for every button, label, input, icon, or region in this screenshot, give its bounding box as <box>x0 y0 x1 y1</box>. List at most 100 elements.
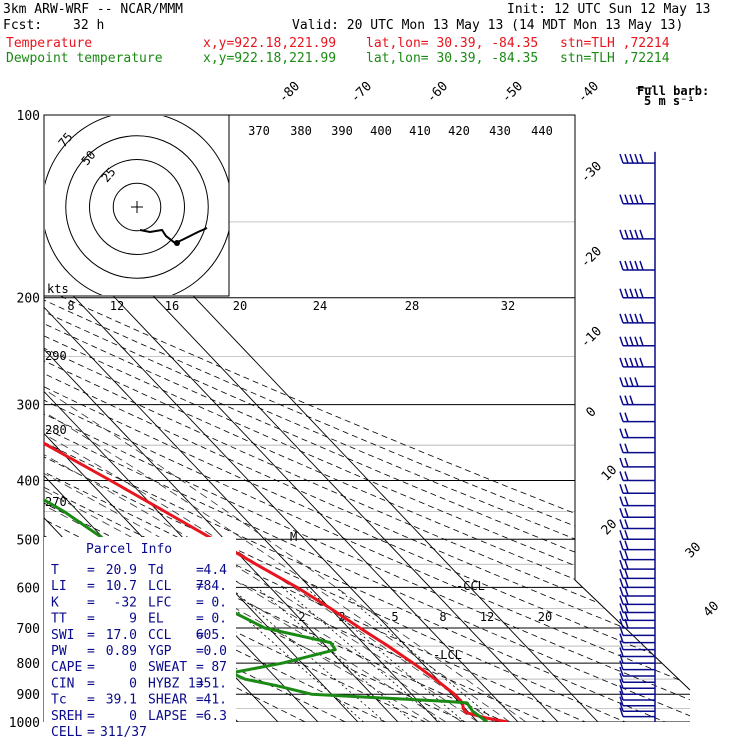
parcel-left-eq: = <box>87 595 95 610</box>
isotherm-label: 30 <box>683 540 705 562</box>
wind-barb-flag <box>619 508 624 518</box>
legend-dewpoint-latlon: lat,lon= 30.39, -84.35 <box>366 51 539 66</box>
model-title: 3km ARW-WRF -- NCAR/MMM <box>3 2 184 17</box>
wind-barb <box>619 702 655 712</box>
hodograph-storm-motion <box>174 240 180 246</box>
parcel-left-eq: = <box>87 660 95 675</box>
hodograph-unit-label: kts <box>47 282 69 296</box>
wind-barb-flag <box>619 586 624 597</box>
legend-dewpoint-station: stn=TLH ,72214 <box>560 51 670 66</box>
barb-legend-unit: 5 m s⁻¹ <box>644 94 695 108</box>
wind-barb-flag <box>619 457 624 468</box>
parcel-right-key: LAPSE <box>148 709 187 724</box>
theta-label: 410 <box>409 124 431 138</box>
pressure-label: 100 <box>17 109 40 124</box>
dry-adiabat <box>44 115 690 722</box>
wind-barb <box>619 640 655 651</box>
wind-barb-flag <box>639 153 644 164</box>
wind-barb <box>619 603 655 614</box>
wind-barb-flag <box>619 647 624 657</box>
wind-barb-flag <box>619 559 624 570</box>
mixing-ratio-label: 5 <box>391 610 398 624</box>
dry-adiabat <box>44 115 535 722</box>
isotherm-label: -60 <box>424 79 451 106</box>
wind-barb-flag <box>629 377 634 387</box>
moist-adiabat-label: 8 <box>67 299 74 313</box>
wind-barb-flag <box>624 586 629 597</box>
wind-barb-flag <box>619 471 624 481</box>
dry-adiabat <box>44 115 657 722</box>
wind-barb-flag <box>619 288 624 298</box>
mixing-ratio-line <box>256 586 414 722</box>
theta-label: 380 <box>290 124 312 138</box>
parcel-left-eq: = <box>87 644 95 659</box>
mixing-ratio-label: 8 <box>439 610 446 624</box>
wind-barb-flag <box>624 260 629 271</box>
valid-time: Valid: 20 UTC Mon 13 May 13 (14 MDT Mon … <box>292 18 684 33</box>
hodograph-ring <box>65 135 209 279</box>
parcel-right-eq: = <box>196 644 204 659</box>
parcel-right-eq: = <box>196 595 204 610</box>
isotherm-label: -30 <box>578 159 605 186</box>
legend-temperature-name: Temperature <box>6 36 93 51</box>
forecast-label: Fcst: <box>3 18 43 33</box>
wind-barb-flag <box>619 229 624 240</box>
wind-barb <box>619 194 655 205</box>
parcel-right-eq: = <box>196 693 204 708</box>
parcel-right-value: 0. <box>211 612 227 627</box>
wind-barb <box>619 666 655 677</box>
pressure-label: 900 <box>17 688 40 703</box>
moist-adiabat-label: 24 <box>313 299 327 313</box>
parcel-right-key: HYBZ <box>148 676 179 691</box>
parcel-right-value: 4.4 <box>204 563 228 578</box>
pressure-label: 200 <box>17 292 40 307</box>
el-marker: M <box>290 530 297 544</box>
parcel-right-value: 41. <box>204 693 227 708</box>
mixing-ratio-label: 20 <box>538 610 552 624</box>
wind-barb-flag <box>634 357 639 368</box>
wind-barb-flag <box>624 443 629 453</box>
wind-barb <box>619 496 655 507</box>
wind-barb-flag <box>619 696 624 706</box>
wind-barb-flag <box>624 595 629 605</box>
lcl-label: -LCL <box>433 648 462 662</box>
legend-temperature-xy: x,y=922.18,221.99 <box>203 36 337 51</box>
wind-barb-flag <box>634 313 639 324</box>
wind-barb <box>619 618 655 629</box>
theta-label: 420 <box>448 124 470 138</box>
wind-barb-flag <box>629 395 634 405</box>
forecast-hour: 32 h <box>73 18 105 33</box>
isotherm-label: -20 <box>578 244 605 271</box>
wind-barb <box>619 690 655 701</box>
wind-barb-flag <box>619 660 624 670</box>
wind-barb-flag <box>619 428 624 438</box>
wind-barb-flag <box>619 395 624 405</box>
wind-barb-flag <box>619 412 624 422</box>
wind-barb <box>619 633 655 644</box>
wind-barb-flag <box>619 377 624 387</box>
parcel-left-value: 0 <box>129 676 137 691</box>
parcel-left-eq: = <box>87 693 95 708</box>
parcel-left-value: 0 <box>129 660 137 675</box>
wind-barb <box>619 653 655 664</box>
moist-adiabat-label: 20 <box>233 299 247 313</box>
wind-barb-flag <box>619 313 624 324</box>
wind-barb-flag <box>639 336 644 347</box>
wind-barb-flag <box>619 684 624 695</box>
parcel-right-value: 0.0 <box>204 644 227 659</box>
parcel-left-key: TT <box>51 612 67 627</box>
dry-adiabat <box>44 115 690 722</box>
wind-barb <box>619 395 655 406</box>
moist-adiabat-label: 28 <box>405 299 419 313</box>
wind-barb <box>619 377 655 388</box>
theta-label: 440 <box>531 124 553 138</box>
pressure-label: 700 <box>17 622 40 637</box>
wind-barb-flag <box>624 569 629 579</box>
parcel-left-key: K <box>51 595 59 610</box>
wind-barb <box>619 457 655 468</box>
parcel-right-value: 0. <box>211 595 227 610</box>
wind-barb-flag <box>619 336 624 347</box>
parcel-left-value: 0.89 <box>106 644 137 659</box>
isotherm <box>44 115 479 722</box>
pressure-label: 400 <box>17 474 40 489</box>
